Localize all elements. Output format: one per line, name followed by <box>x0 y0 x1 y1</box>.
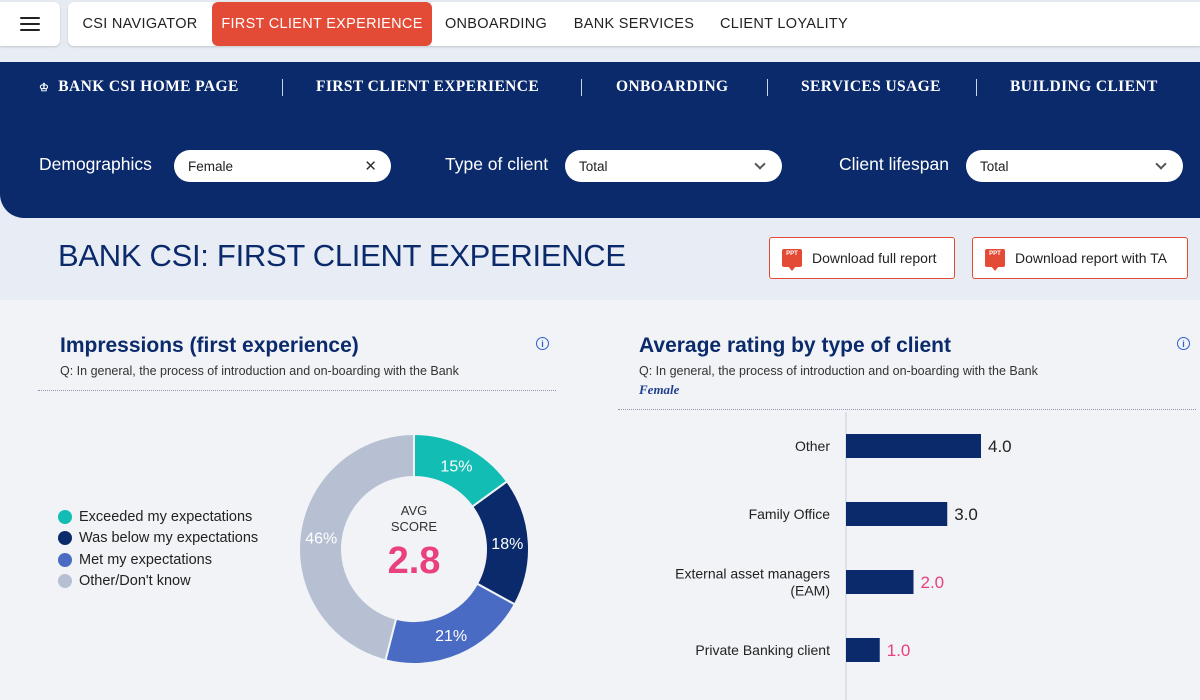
bar-value-label: 2.0 <box>921 573 945 592</box>
crown-icon: ♔ <box>39 81 50 94</box>
subnav-divider <box>976 79 977 96</box>
bar <box>846 434 981 458</box>
bar-category-label: Family Office <box>749 506 831 522</box>
clear-icon[interactable]: ✕ <box>364 158 377 175</box>
legend-item: Met my expectations <box>58 549 258 571</box>
subnav-divider <box>282 79 283 96</box>
client-lifespan-select[interactable]: Total <box>966 150 1183 182</box>
impressions-legend: Exceeded my expectations Was below my exp… <box>58 506 258 592</box>
subnav-services-usage[interactable]: SERVICES USAGE <box>801 78 941 95</box>
divider <box>38 390 556 391</box>
legend-item: Other/Don't know <box>58 571 258 593</box>
legend-swatch <box>58 574 72 589</box>
bar <box>846 638 880 662</box>
client-lifespan-label: Client lifespan <box>839 154 949 174</box>
donut-slice <box>384 582 517 665</box>
content-area: Impressions (first experience) i Q: In g… <box>0 300 1200 700</box>
donut-slice-label: 18% <box>491 536 523 553</box>
bar-value-label: 1.0 <box>887 641 911 660</box>
download-full-label: Download full report <box>812 250 937 266</box>
avg-label-2: SCORE <box>390 519 438 534</box>
subnav-bank-csi-home[interactable]: ♔ BANK CSI HOME PAGE <box>39 62 239 112</box>
top-tab-bar: CSI NAVIGATOR FIRST CLIENT EXPERIENCE ON… <box>0 0 1200 48</box>
chevron-down-icon <box>1155 158 1167 170</box>
ppt-file-icon: PPT <box>985 249 1005 271</box>
tab-first-client-experience[interactable]: FIRST CLIENT EXPERIENCE <box>212 2 432 46</box>
impressions-question: Q: In general, the process of introducti… <box>60 364 459 378</box>
legend-item: Was below my expectations <box>58 528 258 550</box>
tab-bank-services[interactable]: BANK SERVICES <box>573 16 695 32</box>
bar <box>846 570 914 594</box>
info-icon[interactable]: i <box>1177 337 1190 350</box>
donut-slice <box>298 433 415 662</box>
bar <box>846 502 948 526</box>
tab-client-loyality[interactable]: CLIENT LOYALITY <box>719 16 849 32</box>
subnav-divider <box>581 79 582 96</box>
download-report-ta-button[interactable]: PPT Download report with TA <box>972 237 1188 279</box>
legend-label: Other/Don't know <box>79 573 191 590</box>
client-lifespan-value: Total <box>980 158 1009 174</box>
avg-score-value: 2.8 <box>387 540 441 582</box>
subnav-label: BANK CSI HOME PAGE <box>58 78 239 95</box>
legend-swatch <box>58 531 72 546</box>
hamburger-icon <box>20 17 40 31</box>
donut-slice-label: 21% <box>435 628 467 645</box>
rating-question: Q: In general, the process of introducti… <box>639 364 1038 378</box>
navy-header: ♔ BANK CSI HOME PAGE FIRST CLIENT EXPERI… <box>0 62 1200 218</box>
donut-slice-label: 46% <box>305 530 337 547</box>
main-tabs: CSI NAVIGATOR FIRST CLIENT EXPERIENCE ON… <box>68 2 1200 46</box>
bar-category-label: Other <box>795 438 830 454</box>
bar-category-label: (EAM) <box>790 583 830 599</box>
bar-category-label: Private Banking client <box>695 642 830 658</box>
demographics-value: Female <box>188 158 234 174</box>
donut-slice-label: 15% <box>440 459 472 476</box>
tab-onboarding[interactable]: ONBOARDING <box>444 16 548 32</box>
info-icon[interactable]: i <box>536 337 549 350</box>
subnav-building-client[interactable]: BUILDING CLIENT <box>1010 78 1158 95</box>
impressions-donut-chart: 15% 18% 21% 46% <box>298 433 530 665</box>
rating-title: Average rating by type of client <box>639 334 951 357</box>
subnav-first-client-experience[interactable]: FIRST CLIENT EXPERIENCE <box>316 78 540 95</box>
subnav-divider <box>767 79 768 96</box>
title-band: BANK CSI: FIRST CLIENT EXPERIENCE PPT Do… <box>0 218 1200 300</box>
legend-label: Exceeded my expectations <box>79 508 253 525</box>
download-full-report-button[interactable]: PPT Download full report <box>769 237 955 279</box>
legend-swatch <box>58 552 72 567</box>
demographics-label: Demographics <box>39 154 152 174</box>
legend-label: Was below my expectations <box>79 530 259 547</box>
demographics-select[interactable]: Female ✕ <box>174 150 391 182</box>
bar-category-label: External asset managers <box>675 566 830 582</box>
divider <box>618 409 1196 410</box>
hamburger-menu-button[interactable] <box>0 2 60 46</box>
legend-label: Met my expectations <box>79 551 212 568</box>
ppt-file-icon: PPT <box>782 249 802 271</box>
page-title: BANK CSI: FIRST CLIENT EXPERIENCE <box>58 238 626 273</box>
type-of-client-label: Type of client <box>445 154 549 174</box>
legend-swatch <box>58 509 72 524</box>
download-ta-label: Download report with TA <box>1015 250 1167 266</box>
bar-value-label: 3.0 <box>954 505 978 524</box>
tab-csi-navigator[interactable]: CSI NAVIGATOR <box>82 16 198 32</box>
rating-bar-chart: Other 4.0 Family Office 3.0 External asset m… <box>675 412 1012 700</box>
subnav-onboarding[interactable]: ONBOARDING <box>616 78 729 95</box>
chevron-down-icon <box>754 158 766 170</box>
type-of-client-value: Total <box>579 158 608 174</box>
legend-item: Exceeded my expectations <box>58 506 258 528</box>
avg-score: AVG SCORE 2.8 <box>364 503 464 583</box>
bar-value-label: 4.0 <box>988 437 1012 456</box>
avg-label-1: AVG <box>400 503 428 518</box>
type-of-client-select[interactable]: Total <box>565 150 782 182</box>
sub-navigation: ♔ BANK CSI HOME PAGE FIRST CLIENT EXPERI… <box>0 62 1200 112</box>
impressions-title: Impressions (first experience) <box>60 334 359 357</box>
rating-filter-value: Female <box>639 382 680 397</box>
